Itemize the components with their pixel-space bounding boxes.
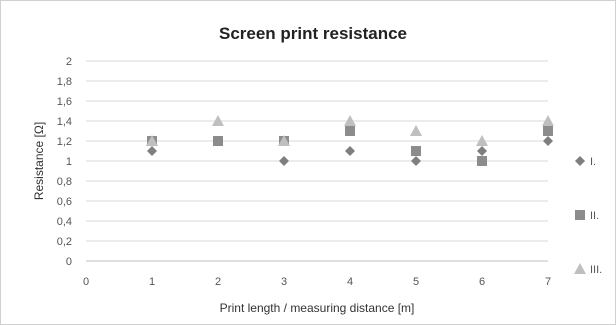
- x-tick-label: 3: [281, 276, 287, 288]
- data-point-diamond: [411, 156, 421, 166]
- x-axis-label: Print length / measuring distance [m]: [220, 301, 415, 315]
- x-tick-label: 5: [413, 276, 419, 288]
- x-tick-label: 7: [545, 276, 551, 288]
- y-tick-label: 0,2: [57, 236, 72, 248]
- y-tick-label: 0,6: [57, 196, 72, 208]
- data-point-diamond: [279, 156, 289, 166]
- data-point-square: [477, 156, 487, 166]
- y-tick-label: 0,4: [57, 216, 72, 228]
- data-point-triangle: [542, 115, 554, 126]
- gridlines: [86, 60, 548, 242]
- data-point-square: [543, 126, 553, 136]
- chart-title: Screen print resistance: [219, 24, 407, 43]
- x-tick-label: 2: [215, 276, 221, 288]
- data-point-diamond: [543, 136, 553, 146]
- y-tick-label: 1,8: [57, 76, 72, 88]
- data-point-triangle: [278, 135, 290, 146]
- x-tick-label: 0: [83, 276, 89, 288]
- data-series: [146, 115, 554, 166]
- data-point-triangle: [146, 135, 158, 146]
- y-tick-label: 1,4: [57, 116, 72, 128]
- y-tick-label: 1,2: [57, 136, 72, 148]
- legend: I. II. III.: [574, 156, 602, 276]
- y-tick-label: 2: [66, 56, 72, 68]
- data-point-diamond: [147, 146, 157, 156]
- legend-label: II.: [590, 210, 599, 222]
- data-point-triangle: [476, 135, 488, 146]
- x-tick-labels: 0 1 2 3 4 5 6 7: [83, 276, 551, 288]
- legend-marker-diamond: [575, 156, 585, 166]
- data-point-triangle: [344, 115, 356, 126]
- y-tick-labels: 0 0,2 0,4 0,6 0,8 1 1,2 1,4 1,6 1,8 2: [57, 56, 72, 268]
- y-tick-label: 1: [66, 156, 72, 168]
- data-point-diamond: [345, 146, 355, 156]
- x-tick-label: 6: [479, 276, 485, 288]
- y-tick-label: 1,6: [57, 96, 72, 108]
- data-point-square: [345, 126, 355, 136]
- y-tick-label: 0,8: [57, 176, 72, 188]
- legend-marker-triangle: [574, 263, 586, 274]
- legend-label: I.: [590, 156, 596, 168]
- data-point-square: [213, 136, 223, 146]
- y-axis-label: Resistance [Ω]: [32, 122, 46, 200]
- legend-marker-square: [575, 210, 585, 220]
- data-point-square: [411, 146, 421, 156]
- legend-label: III.: [590, 264, 602, 276]
- series-triangle: [146, 115, 554, 146]
- data-point-triangle: [212, 115, 224, 126]
- data-point-triangle: [410, 125, 422, 136]
- data-point-diamond: [477, 146, 487, 156]
- x-tick-label: 4: [347, 276, 353, 288]
- x-tick-label: 1: [149, 276, 155, 288]
- y-tick-label: 0: [66, 256, 72, 268]
